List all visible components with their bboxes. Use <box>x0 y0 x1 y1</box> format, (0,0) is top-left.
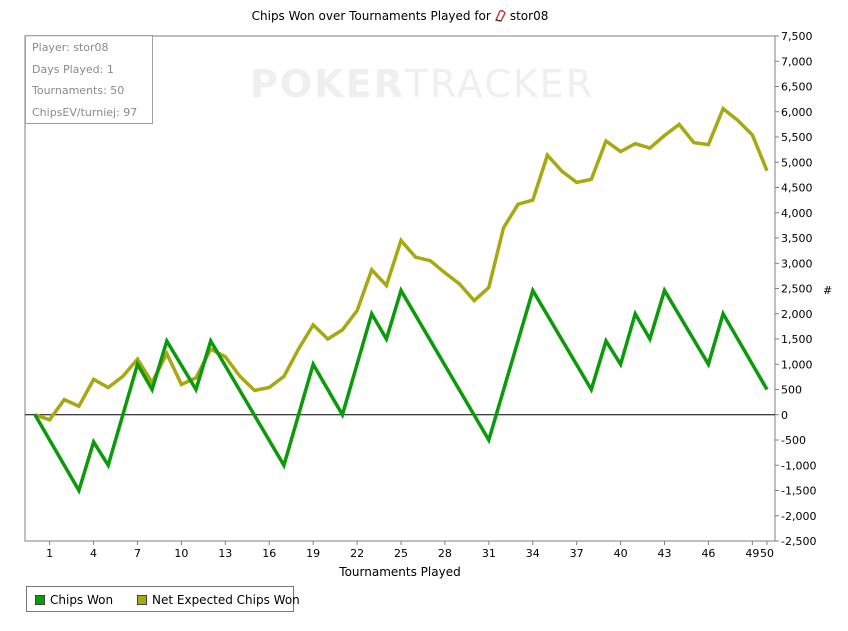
y-axis: -2,500 -2,000 -1,500 -1,000 -500 0 500 1,000 1,5… <box>775 30 816 548</box>
x-tick-label: 40 <box>614 547 628 560</box>
y-tick-label: 1,000 <box>781 358 813 371</box>
x-tick-label: 31 <box>482 547 496 560</box>
y-tick-label: 500 <box>781 384 802 397</box>
x-tick-label: 10 <box>174 547 188 560</box>
legend: Chips Won Net Expected Chips Won <box>26 586 300 612</box>
y-tick-label: 4,000 <box>781 207 813 220</box>
series-line-chips-won <box>33 286 769 495</box>
legend-label-chips-won: Chips Won <box>50 593 114 607</box>
x-axis-title: Tournaments Played <box>339 565 461 579</box>
chart-title-text: Chips Won over Tournaments Played for <box>251 9 491 23</box>
y-tick-label: 2,500 <box>781 283 813 296</box>
legend-swatch-chips-won <box>35 595 45 605</box>
stats-days-played: Days Played: 1 <box>32 62 114 76</box>
x-tick-label: 25 <box>394 547 408 560</box>
series-layer <box>33 105 769 495</box>
x-tick-label: 13 <box>218 547 232 560</box>
x-tick-label: 28 <box>438 547 452 560</box>
y-tick-label: -1,000 <box>781 459 816 472</box>
x-tick-label: 4 <box>90 547 97 560</box>
y-tick-label: -1,500 <box>781 485 816 498</box>
y-axis-title: # <box>823 284 833 297</box>
stats-box: Player: stor08 Days Played: 1 Tournament… <box>25 35 153 124</box>
stats-chipsev: ChipsEV/turniej: 97 <box>32 105 138 119</box>
x-tick-label: 50 <box>760 547 774 560</box>
x-tick-label: 16 <box>262 547 276 560</box>
y-tick-label: 7,500 <box>781 30 813 43</box>
y-tick-label: -500 <box>781 434 806 447</box>
legend-item-chips-won[interactable]: Chips Won <box>35 593 113 607</box>
watermark-light: TRACKER <box>404 62 595 106</box>
y-tick-label: 6,500 <box>781 81 813 94</box>
pokertracker-watermark: POKERTRACKER <box>250 62 594 106</box>
chart-title: Chips Won over Tournaments Played for sto… <box>0 9 800 25</box>
y-tick-label: 6,000 <box>781 106 813 119</box>
y-tick-label: 4,500 <box>781 182 813 195</box>
y-tick-label: 5,500 <box>781 131 813 144</box>
watermark-bold: POKER <box>250 62 405 106</box>
y-tick-label: 2,000 <box>781 308 813 321</box>
x-tick-label: 46 <box>701 547 715 560</box>
series-line-net-expected-chips-won <box>34 105 769 422</box>
x-tick-label: 34 <box>526 547 540 560</box>
y-tick-label: 3,500 <box>781 232 813 245</box>
x-axis: 1 4 7 10 13 16 19 22 25 28 31 34 37 40 43 46 49 50 <box>46 541 774 560</box>
legend-label-net-expected: Net Expected Chips Won <box>152 593 300 607</box>
legend-item-net-expected[interactable]: Net Expected Chips Won <box>137 593 300 607</box>
x-tick-label: 49 <box>745 547 759 560</box>
y-tick-label: -2,000 <box>781 510 816 523</box>
x-tick-label: 7 <box>134 547 141 560</box>
y-tick-label: 1,500 <box>781 333 813 346</box>
x-tick-label: 37 <box>570 547 584 560</box>
x-tick-label: 19 <box>306 547 320 560</box>
y-tick-label: 0 <box>781 409 788 422</box>
x-tick-label: 43 <box>658 547 672 560</box>
x-tick-label: 22 <box>350 547 364 560</box>
stats-tournaments: Tournaments: 50 <box>32 84 125 97</box>
y-tick-label: 3,000 <box>781 257 813 270</box>
legend-swatch-net-expected <box>137 595 147 605</box>
y-tick-label: 7,000 <box>781 55 813 68</box>
y-tick-label: -2,500 <box>781 535 816 548</box>
chart-title-player: stor08 <box>509 9 549 23</box>
x-tick-label: 1 <box>46 547 53 560</box>
y-tick-label: 5,000 <box>781 156 813 169</box>
pokertracker-logo-icon <box>493 9 507 25</box>
stats-player: Player: stor08 <box>32 41 109 54</box>
